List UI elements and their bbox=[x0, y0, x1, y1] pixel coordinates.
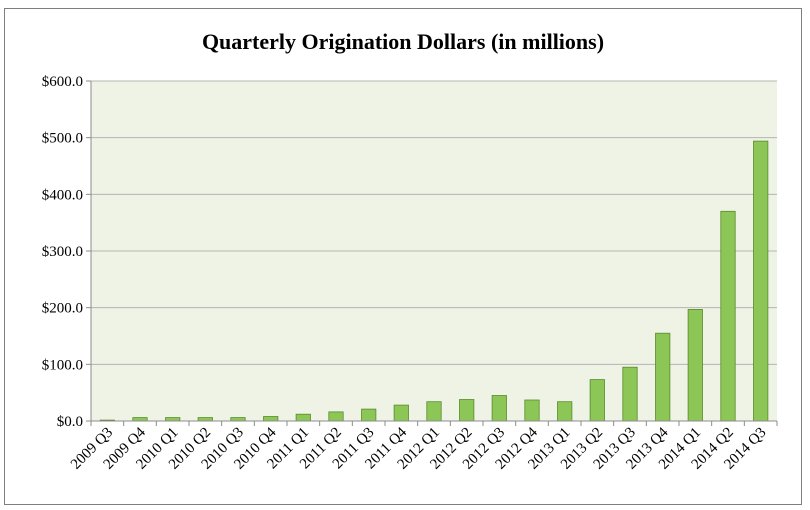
bar-chart: Quarterly Origination Dollars (in millio… bbox=[42, 29, 778, 473]
bar-2014-q2 bbox=[720, 210, 736, 422]
chart-title: Quarterly Origination Dollars (in millio… bbox=[202, 29, 604, 54]
bar-2011-q2 bbox=[328, 411, 344, 422]
y-tick-label: $100.0 bbox=[42, 357, 83, 373]
y-tick-label: $300.0 bbox=[42, 244, 83, 260]
y-tick-labels: $0.0 $100.0 $200.0 $300.0 $400.0 $500.0 $600.0 bbox=[42, 74, 83, 430]
bar-2011-q3 bbox=[361, 408, 377, 422]
y-tick-label: $600.0 bbox=[42, 74, 83, 90]
bar-2010-q1 bbox=[165, 417, 181, 422]
gridlines bbox=[91, 80, 777, 365]
y-tick-label: $400.0 bbox=[42, 187, 83, 203]
bar-2011-q4 bbox=[393, 404, 409, 422]
bar-2010-q2 bbox=[197, 417, 213, 422]
bar-2014-q3 bbox=[753, 140, 769, 422]
bar-2012-q4 bbox=[524, 399, 540, 422]
axes bbox=[86, 80, 777, 422]
bar-2012-q1 bbox=[426, 401, 442, 422]
bar-2013-q1 bbox=[557, 401, 573, 422]
y-tick-label: $500.0 bbox=[42, 131, 83, 147]
bars bbox=[99, 140, 769, 422]
y-tick-label: $0.0 bbox=[57, 414, 83, 430]
bar-2013-q2 bbox=[589, 379, 605, 422]
bar-2010-q4 bbox=[263, 416, 279, 422]
bar-2012-q2 bbox=[459, 399, 475, 422]
bar-2009-q4 bbox=[132, 417, 148, 422]
chart-container: Quarterly Origination Dollars (in millio… bbox=[4, 8, 802, 505]
bar-2013-q3 bbox=[622, 366, 638, 422]
y-tick-label: $200.0 bbox=[42, 301, 83, 317]
bar-2014-q1 bbox=[687, 308, 703, 422]
bar-2011-q1 bbox=[295, 413, 311, 422]
bar-2012-q3 bbox=[491, 395, 507, 422]
bar-2010-q3 bbox=[230, 417, 246, 422]
bar-2013-q4 bbox=[655, 332, 671, 422]
